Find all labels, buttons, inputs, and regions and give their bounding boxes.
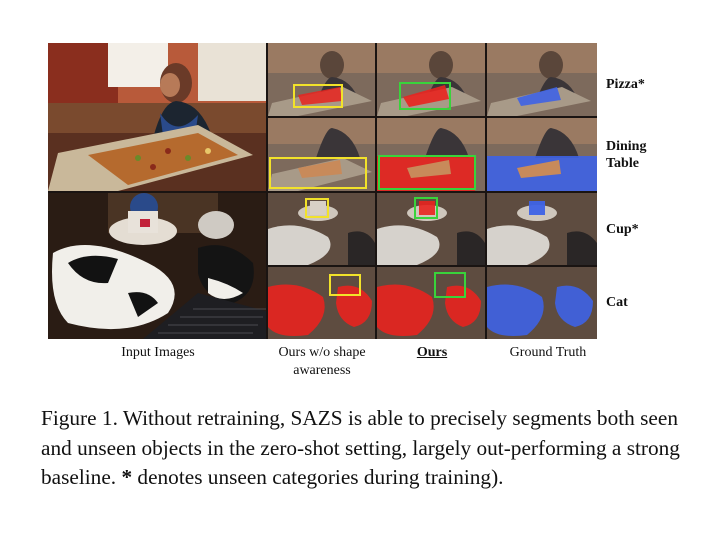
tile-cat-ours — [377, 267, 485, 339]
figure-grid — [48, 43, 597, 339]
column-label-ours: Ours — [416, 345, 448, 360]
tile-pizza-baseline — [268, 43, 375, 116]
row-label-dining-table: Dining Table — [606, 139, 647, 171]
column-label-ground-truth: Ground Truth — [509, 345, 587, 360]
row-label-cat: Cat — [606, 295, 628, 310]
tile-pizza-ours — [377, 43, 485, 116]
input-image-pizza-photo — [48, 43, 266, 191]
caption-text-end: denotes unseen categories during trainin… — [137, 465, 504, 489]
tile-pizza-ground-truth — [487, 43, 597, 116]
tile-table-baseline — [268, 118, 375, 191]
tile-cup-ground-truth — [487, 193, 597, 265]
column-label-baseline: Ours w/o shape awareness — [278, 345, 366, 378]
row-label-pizza: Pizza* — [606, 77, 645, 92]
column-label-input-images: Input Images — [121, 345, 195, 360]
tile-table-ground-truth — [487, 118, 597, 191]
tile-cup-baseline — [268, 193, 375, 265]
tile-cat-ground-truth — [487, 267, 597, 339]
figure-caption: Figure 1. Without retraining, SAZS is ab… — [41, 404, 681, 493]
tile-table-ours — [377, 118, 485, 191]
caption-text: Figure 1. Without retraining, SAZS is ab… — [41, 406, 680, 489]
caption-star-marker: * — [121, 465, 133, 489]
tile-cat-baseline — [268, 267, 375, 339]
tile-cup-ours — [377, 193, 485, 265]
input-image-cat-photo — [48, 193, 266, 339]
row-label-cup: Cup* — [606, 222, 639, 237]
